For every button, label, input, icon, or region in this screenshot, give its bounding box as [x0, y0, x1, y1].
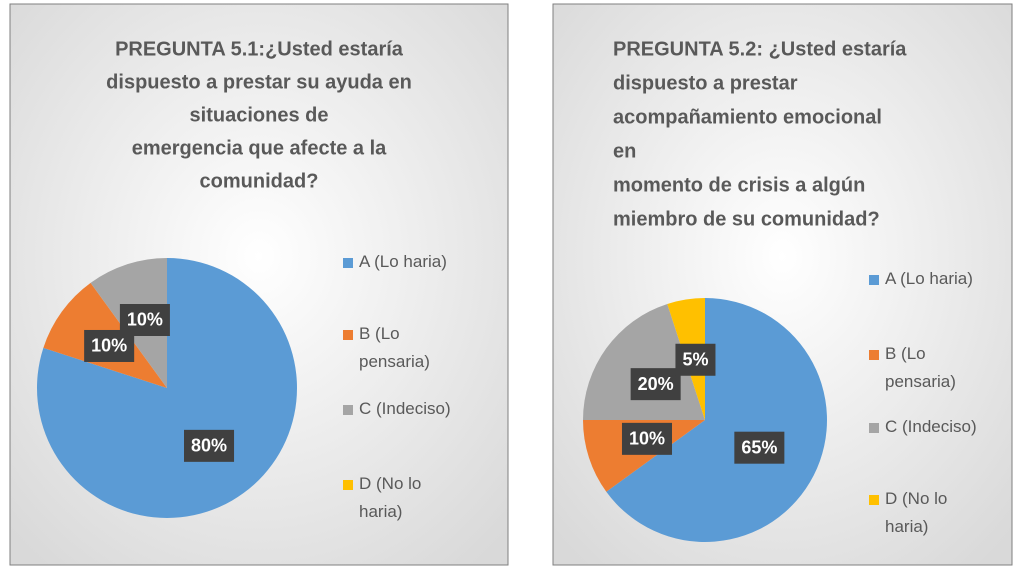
legend-swatch — [343, 258, 353, 268]
legend-swatch — [869, 423, 879, 433]
chart-title: miembro de su comunidad? — [613, 208, 880, 230]
chart-title: comunidad? — [200, 170, 319, 192]
pie-slice — [583, 420, 705, 492]
chart-title: dispuesto a prestar — [613, 72, 798, 94]
legend-swatch — [869, 350, 879, 360]
data-label-box — [119, 303, 170, 336]
chart-title: en — [613, 140, 636, 162]
chart-title: acompañamiento emocional — [613, 106, 882, 128]
data-label-box — [184, 429, 235, 462]
legend-label: C (Indeciso) — [359, 399, 451, 418]
data-label: 10% — [127, 310, 163, 330]
data-label: 80% — [191, 436, 227, 456]
chart-title: emergencia que afecte a la — [132, 137, 387, 159]
data-label-box — [621, 422, 673, 455]
legend-swatch — [869, 275, 879, 285]
data-label: 10% — [629, 429, 665, 449]
legend-label: C (Indeciso) — [885, 417, 977, 436]
legend-label: B (Lo pensaria) — [885, 344, 956, 391]
legend-label: D (No lo haria) — [359, 474, 421, 521]
legend-swatch — [343, 405, 353, 415]
legend-label: D (No lo haria) — [885, 489, 947, 536]
legend-label: A (Lo haria) — [359, 252, 447, 271]
legend-label: B (Lo pensaria) — [359, 324, 430, 371]
legend-swatch — [343, 330, 353, 340]
chart-title: dispuesto a prestar su ayuda en — [106, 71, 412, 93]
data-label: 5% — [682, 350, 708, 370]
data-label: 65% — [741, 437, 777, 457]
data-label: 10% — [91, 336, 127, 356]
legend-swatch — [869, 495, 879, 505]
data-label-box — [630, 368, 681, 401]
pie-slice — [606, 298, 827, 543]
legend-label: A (Lo haria) — [885, 269, 973, 288]
legend-swatch — [343, 480, 353, 490]
chart-title: PREGUNTA 5.1:¿Usted estaría — [115, 38, 404, 60]
chart-title: situaciones de — [190, 104, 329, 126]
chart-title: PREGUNTA 5.2: ¿Usted estaría — [613, 38, 907, 60]
data-label-box — [734, 431, 785, 464]
data-label-box — [675, 343, 716, 376]
data-label: 20% — [638, 374, 674, 394]
chart-title: momento de crisis a algún — [613, 174, 865, 196]
